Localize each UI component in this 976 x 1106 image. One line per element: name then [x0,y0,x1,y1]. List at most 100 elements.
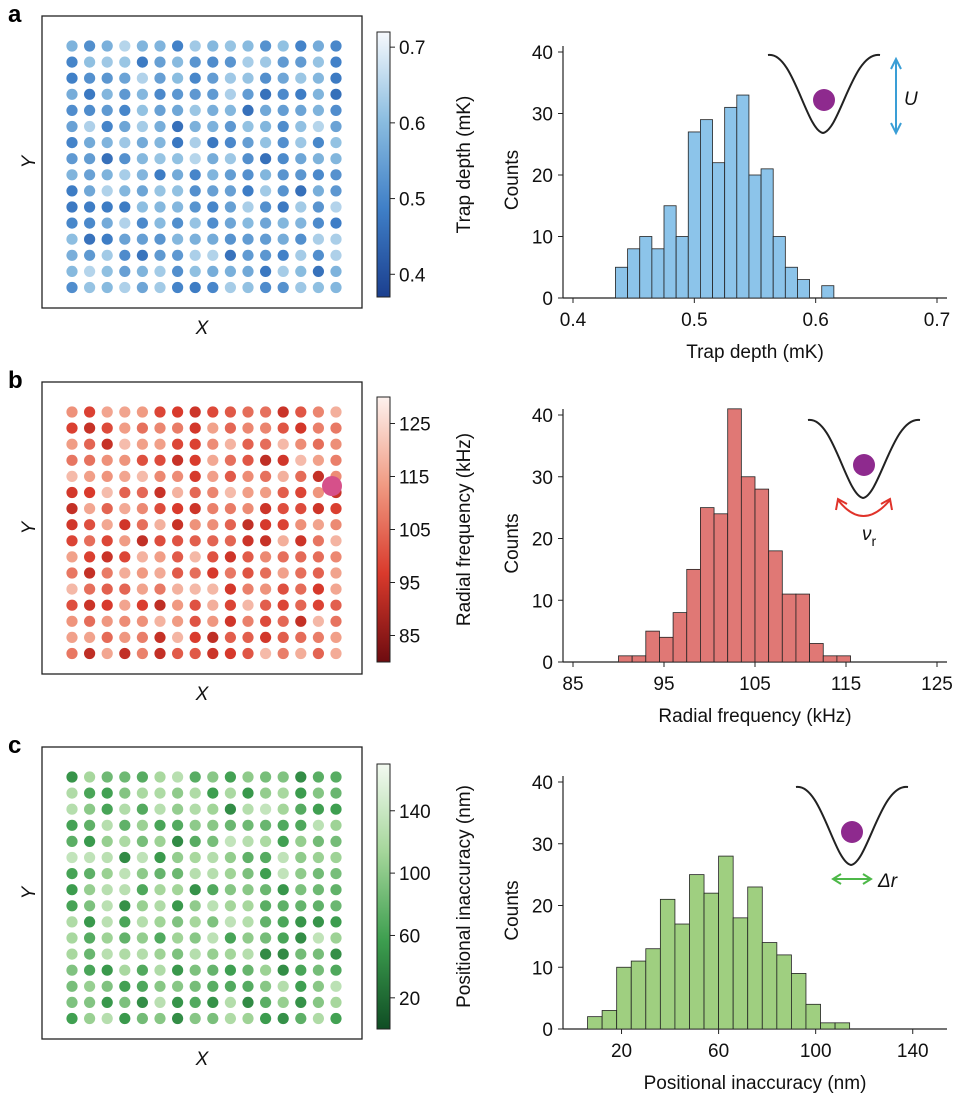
trap-dot [172,647,184,660]
trap-dot [312,233,324,245]
trap-dot [119,884,131,896]
trap-dot [277,1012,289,1025]
trap-dot [277,835,289,848]
trap-dot [330,819,342,831]
trap-dot [172,422,184,434]
colorbar-tick-label: 0.6 [399,114,425,135]
trap-dot [330,503,342,515]
trap-dot [277,153,289,165]
trap-dot [207,884,219,896]
trap-dot [84,265,96,277]
trap-dot [312,120,324,133]
histogram-bar [703,892,719,1030]
trap-dot [101,201,113,213]
trap-dot [207,980,219,992]
histogram-bar [718,855,734,1030]
trap-dot [207,819,219,831]
trap-dot [312,551,324,563]
trap-dot [260,851,272,864]
trap-dot [189,996,201,1009]
highlighted-trap-dot [322,476,342,496]
trap-dot [189,233,201,245]
trap-dot [172,948,184,960]
histogram-bar [674,923,690,1030]
trap-dot [277,217,289,229]
trap-dot [295,486,307,499]
trap-dot [260,169,272,181]
trap-dot [295,137,307,149]
trap-dot [260,1012,272,1025]
histogram-bar [791,973,807,1030]
trap-dot [189,40,201,52]
trap-dot [172,803,184,815]
trap-dot [119,551,131,563]
trap-dot [84,169,96,181]
trap-dot [260,281,272,294]
trap-dot [295,771,307,783]
trap-dot [154,265,166,277]
trap-dot [136,454,148,466]
trap-dot [207,72,219,84]
trap-dot [189,900,201,912]
trap-dot [101,631,113,644]
trap-dot [119,406,131,418]
trap-dot [101,56,113,68]
histogram-bar [797,279,811,299]
trap-dot [224,647,236,660]
histogram-bar [686,568,701,663]
trap-dot [189,948,201,960]
trap-dot [189,964,201,976]
trap-dot [66,803,78,815]
trap-dot [260,599,272,611]
trap-dot [295,265,307,277]
trap-dot [119,868,131,880]
grid-frame [41,381,363,675]
trap-dot [312,819,324,831]
trap-dot [101,884,113,896]
trap-dot [172,153,184,165]
trap-dot [242,486,254,499]
trap-dot [119,599,131,611]
trap-dot [189,217,201,229]
trap-dot [119,137,131,149]
trap-dot [224,422,236,434]
trap-dot [66,868,78,880]
trap-dot [207,104,219,116]
trap-dot [136,120,148,133]
trap-dot [242,281,254,294]
trap-dot [207,1012,219,1025]
trap-dot [242,583,254,595]
trap-dot [101,88,113,100]
trap-dot [101,233,113,245]
histogram-bar [760,168,774,299]
trap-dot [312,631,324,644]
trap-dot [84,819,96,831]
x-tick-label: 105 [739,674,771,695]
trap-dot [242,980,254,992]
trap-dot [277,948,289,960]
trap-dot [84,519,96,531]
colorbar [376,396,391,663]
trap-dot [277,249,289,261]
histogram-bar [781,593,797,663]
trap-dot [260,249,272,261]
trap-dot [66,851,78,864]
trap-dot [207,771,219,783]
trap-dot [136,281,148,294]
trap-dot [189,265,201,277]
trap-dot [224,72,236,84]
trap-dot [136,153,148,165]
trap-dot [172,120,184,133]
trap-dot [154,104,166,116]
trap-dot [224,137,236,149]
histogram-bar [736,94,750,299]
trap-dot [154,647,166,660]
trap-dot [295,996,307,1009]
trap-dot [66,567,78,579]
trap-dot [295,233,307,245]
trap-dot [119,470,131,482]
histogram-bar [587,1016,603,1030]
trap-dot [295,787,307,799]
trap-dot [224,503,236,515]
trap-dot [136,470,148,482]
